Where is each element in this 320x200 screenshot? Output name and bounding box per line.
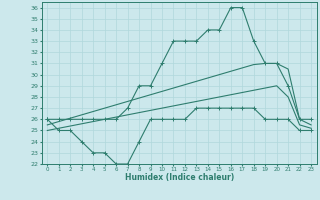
X-axis label: Humidex (Indice chaleur): Humidex (Indice chaleur) (124, 173, 234, 182)
